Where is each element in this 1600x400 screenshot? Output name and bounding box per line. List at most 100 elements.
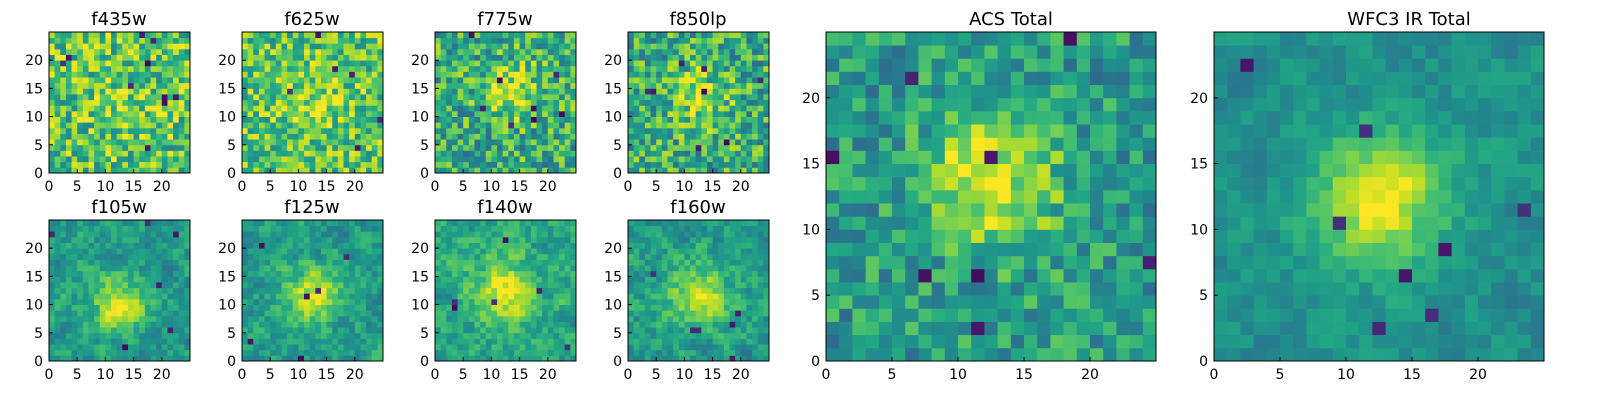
heatmap-cell (661, 82, 668, 89)
heatmap-cell (258, 133, 265, 140)
heatmap-cell (309, 332, 316, 339)
heatmap-cell (82, 43, 89, 50)
heatmap-cell (474, 236, 481, 243)
heatmap-cell (440, 116, 447, 123)
heatmap-cell (690, 338, 697, 345)
heatmap-cell (377, 236, 384, 243)
heatmap-cell (127, 293, 134, 300)
heatmap-cell (292, 65, 299, 72)
y-tick-label: 5 (227, 138, 236, 154)
heatmap-cell (628, 144, 635, 151)
heatmap-cell (371, 293, 378, 300)
heatmap-cell (88, 259, 95, 266)
heatmap-cell (435, 139, 442, 146)
heatmap-cell (144, 236, 151, 243)
heatmap-cell (88, 349, 95, 356)
heatmap-cell (468, 327, 475, 334)
heatmap-cell (65, 54, 72, 61)
heatmap-cell (446, 71, 453, 78)
heatmap-cell (184, 71, 191, 78)
heatmap-cell (139, 156, 146, 163)
heatmap-cell (735, 344, 742, 351)
heatmap-cell (88, 161, 95, 168)
heatmap-cell (242, 310, 249, 317)
heatmap-cell (77, 315, 84, 322)
heatmap-cell (326, 82, 333, 89)
x-tick-label: 0 (45, 179, 54, 195)
heatmap-cell (644, 99, 651, 106)
heatmap-cell (275, 236, 282, 243)
heatmap-cell (54, 48, 61, 55)
heatmap-cell (275, 32, 282, 39)
heatmap-cell (740, 99, 747, 106)
heatmap-cell (491, 161, 498, 168)
heatmap-cell (304, 127, 311, 134)
heatmap-cell (360, 150, 367, 157)
heatmap-cell (547, 48, 554, 55)
heatmap-cell (82, 304, 89, 311)
heatmap-cell (178, 293, 185, 300)
heatmap-cell (485, 65, 492, 72)
heatmap-cell (530, 161, 537, 168)
heatmap-cell (77, 253, 84, 260)
heatmap-cell (639, 321, 646, 328)
heatmap-cell (684, 88, 691, 95)
heatmap-cell (315, 220, 322, 227)
heatmap-cell (474, 293, 481, 300)
heatmap-cell (446, 139, 453, 146)
heatmap-cell (77, 236, 84, 243)
heatmap-cell (480, 37, 487, 44)
heatmap-cell (298, 122, 305, 129)
heatmap-cell (315, 231, 322, 238)
heatmap-cell (60, 105, 67, 112)
heatmap-cell (525, 54, 532, 61)
heatmap-cell (547, 259, 554, 266)
heatmap-cell (547, 355, 554, 362)
heatmap-cell (673, 310, 680, 317)
heatmap-cell (88, 37, 95, 44)
heatmap-cell (71, 110, 78, 117)
heatmap-cell (628, 293, 635, 300)
heatmap-cell (628, 65, 635, 72)
heatmap-cell (111, 293, 118, 300)
heatmap-cell (167, 116, 174, 123)
heatmap-cell (706, 122, 713, 129)
heatmap-cell (678, 338, 685, 345)
heatmap-cell (752, 144, 759, 151)
heatmap-cell (650, 349, 657, 356)
heatmap-cell (309, 344, 316, 351)
heatmap-cell (530, 110, 537, 117)
heatmap-cell (178, 94, 185, 101)
heatmap-cell (435, 327, 442, 334)
heatmap-cell (360, 110, 367, 117)
heatmap-cell (536, 225, 543, 232)
heatmap-cell (650, 310, 657, 317)
heatmap-cell (360, 48, 367, 55)
heatmap-cell (304, 276, 311, 283)
heatmap-cell (508, 48, 515, 55)
heatmap-cell (695, 327, 702, 334)
heatmap-cell (116, 150, 123, 157)
heatmap-cell (735, 144, 742, 151)
heatmap-cell (150, 276, 157, 283)
heatmap-cell (116, 105, 123, 112)
heatmap-cell (435, 60, 442, 67)
heatmap-cell (82, 139, 89, 146)
heatmap-cell (247, 139, 254, 146)
heatmap-cell (457, 71, 464, 78)
heatmap-cell (270, 287, 277, 294)
heatmap-cell (173, 116, 180, 123)
heatmap-cell (65, 270, 72, 277)
heatmap-cell (54, 344, 61, 351)
heatmap-cell (757, 37, 764, 44)
heatmap-cell (309, 167, 316, 174)
heatmap-cell (746, 327, 753, 334)
heatmap-cell (270, 37, 277, 44)
heatmap-cell (275, 37, 282, 44)
heatmap-cell (530, 293, 537, 300)
heatmap-cell (49, 110, 56, 117)
heatmap-cell (184, 144, 191, 151)
heatmap-cell (542, 82, 549, 89)
heatmap-cell (287, 156, 294, 163)
